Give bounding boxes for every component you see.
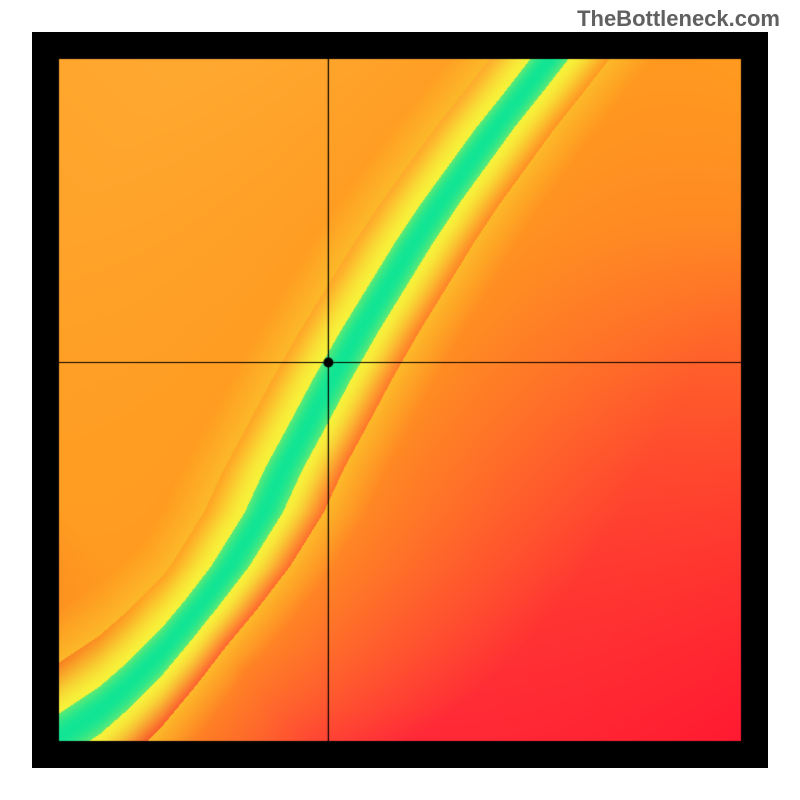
bottleneck-heatmap — [32, 32, 768, 768]
chart-outer-frame — [32, 32, 768, 768]
watermark-text: TheBottleneck.com — [577, 6, 780, 32]
